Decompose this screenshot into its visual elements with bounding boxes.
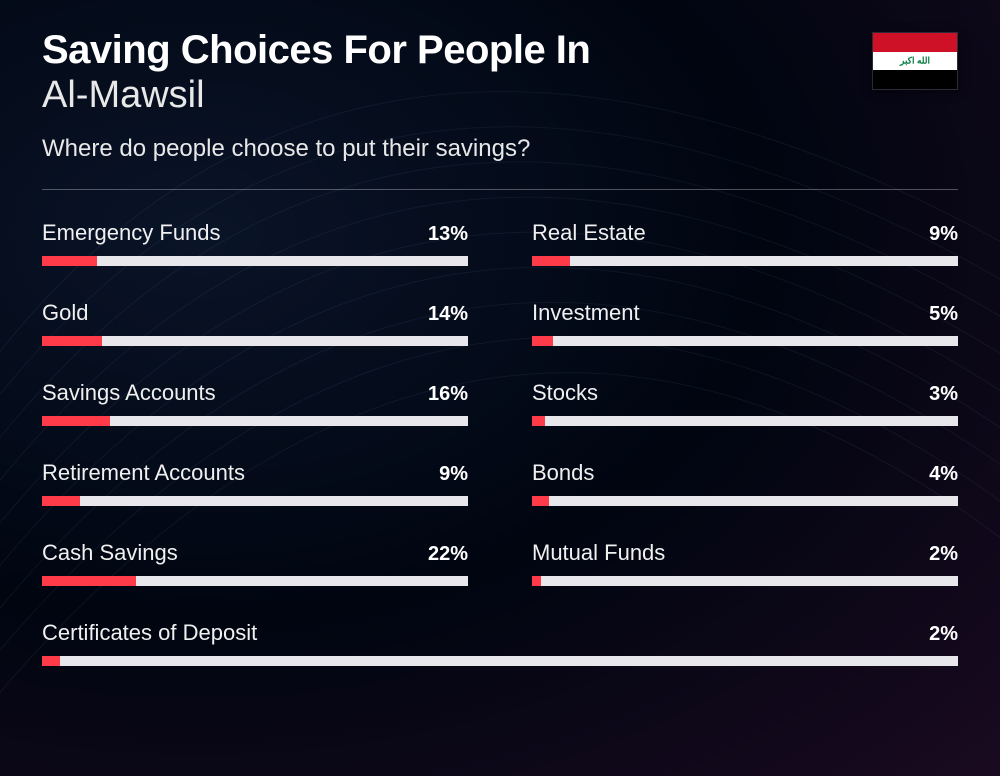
bar-track [42,336,468,346]
bar-fill [42,576,136,586]
bar-label: Investment [532,300,640,326]
bar-value: 14% [428,303,468,326]
bar-track [42,576,468,586]
bar-fill [532,416,545,426]
bar-track [532,336,958,346]
divider [42,189,958,190]
bar-fill [42,496,80,506]
flag-iraq: الله اكبر [872,32,958,90]
bar-label: Cash Savings [42,540,178,566]
bar-value: 5% [929,303,958,326]
bar-fill [42,656,60,666]
bar-track [532,256,958,266]
flag-stripe-white: الله اكبر [873,52,957,71]
bar-item: Certificates of Deposit 2% [42,620,958,666]
bar-value: 9% [439,463,468,486]
bar-item: Mutual Funds 2% [532,540,958,586]
bar-value: 16% [428,383,468,406]
bar-value: 3% [929,383,958,406]
bar-label: Real Estate [532,220,646,246]
bar-item: Real Estate 9% [532,220,958,266]
bar-label: Certificates of Deposit [42,620,257,646]
bar-track [532,496,958,506]
bar-item: Retirement Accounts 9% [42,460,468,506]
bar-label: Mutual Funds [532,540,665,566]
title-city: Al-Mawsil [42,74,872,117]
bar-value: 13% [428,223,468,246]
bar-track [42,416,468,426]
bar-item: Emergency Funds 13% [42,220,468,266]
bar-track [42,256,468,266]
bar-label: Retirement Accounts [42,460,245,486]
bar-item: Savings Accounts 16% [42,380,468,426]
bar-track [42,656,958,666]
bar-value: 2% [929,623,958,646]
bar-label: Savings Accounts [42,380,216,406]
bar-fill [532,496,549,506]
bar-label: Stocks [532,380,598,406]
bar-fill [532,336,553,346]
bar-label: Gold [42,300,88,326]
bar-value: 22% [428,543,468,566]
bar-fill [42,416,110,426]
bar-item: Bonds 4% [532,460,958,506]
bar-item: Gold 14% [42,300,468,346]
bar-value: 4% [929,463,958,486]
bar-fill [42,336,102,346]
title-main: Saving Choices For People In [42,28,872,72]
bar-track [532,416,958,426]
bar-label: Emergency Funds [42,220,221,246]
subtitle: Where do people choose to put their savi… [42,135,872,163]
flag-emblem: الله اكبر [900,56,930,67]
bar-item: Stocks 3% [532,380,958,426]
flag-stripe-black [873,70,957,89]
header: Saving Choices For People In Al-Mawsil W… [42,28,958,163]
bar-value: 9% [929,223,958,246]
bar-item: Investment 5% [532,300,958,346]
flag-stripe-red [873,33,957,52]
bar-item: Cash Savings 22% [42,540,468,586]
bar-track [42,496,468,506]
bar-fill [42,256,97,266]
bar-track [532,576,958,586]
bar-value: 2% [929,543,958,566]
bar-fill [532,576,541,586]
bar-fill [532,256,570,266]
bar-grid: Emergency Funds 13% Real Estate 9% Gold 14% In… [42,220,958,666]
bar-label: Bonds [532,460,594,486]
